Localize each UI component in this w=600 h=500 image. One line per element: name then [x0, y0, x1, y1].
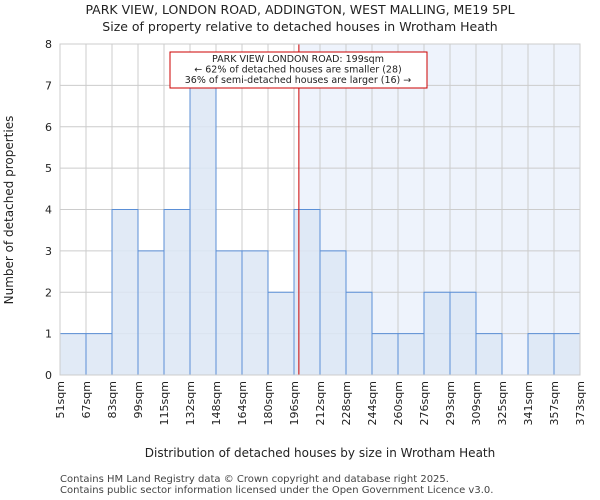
histogram-chart: PARK VIEW, LONDON ROAD, ADDINGTON, WEST …	[2, 2, 587, 460]
x-tick-label: 309sqm	[470, 381, 483, 425]
histogram-bar	[215, 250, 243, 376]
x-tick-label: 148sqm	[210, 381, 223, 425]
chart-subtitle: Size of property relative to detached ho…	[102, 19, 497, 34]
x-tick-label: 293sqm	[444, 381, 457, 425]
x-tick-label: 373sqm	[574, 381, 587, 425]
histogram-bar	[293, 209, 321, 376]
x-tick-label: 132sqm	[184, 381, 197, 425]
y-tick-label: 6	[45, 121, 52, 134]
plot-border	[59, 43, 581, 376]
histogram-bar	[449, 291, 477, 376]
chart-title: PARK VIEW, LONDON ROAD, ADDINGTON, WEST …	[85, 2, 514, 17]
histogram-bar	[111, 209, 139, 376]
annotation-box	[169, 51, 428, 89]
histogram-bar	[189, 84, 217, 376]
annotation-text: 36% of semi-detached houses are larger (…	[185, 75, 412, 86]
histogram-bar	[527, 333, 555, 376]
x-axis-label: Distribution of detached houses by size …	[145, 446, 495, 460]
x-tick-label: 228sqm	[340, 381, 353, 425]
x-tick-label: 67sqm	[80, 381, 93, 418]
histogram-bar	[423, 291, 451, 376]
annotation-text: PARK VIEW LONDON ROAD: 199sqm	[212, 54, 384, 65]
y-axis-label: Number of detached properties	[2, 116, 16, 305]
histogram-bar	[475, 333, 503, 376]
y-tick-label: 8	[45, 38, 52, 51]
histogram-bar	[553, 333, 581, 376]
histogram-bar	[85, 333, 113, 376]
histogram-bar	[371, 333, 399, 376]
x-tick-label: 83sqm	[106, 381, 119, 418]
x-tick-label: 115sqm	[158, 381, 171, 425]
y-tick-label: 3	[45, 245, 52, 258]
x-tick-label: 164sqm	[236, 381, 249, 425]
y-tick-label: 0	[45, 369, 52, 382]
histogram-bar	[59, 333, 87, 376]
histogram-bar	[163, 209, 191, 376]
x-tick-label: 244sqm	[366, 381, 379, 425]
footer-line-1: Contains HM Land Registry data © Crown c…	[60, 474, 449, 485]
histogram-bar	[319, 250, 347, 376]
histogram-bar	[397, 333, 425, 376]
x-tick-label: 51sqm	[54, 381, 67, 418]
x-tick-label: 260sqm	[392, 381, 405, 425]
x-tick-label: 276sqm	[418, 381, 431, 425]
x-tick-label: 212sqm	[314, 381, 327, 425]
y-tick-label: 2	[45, 286, 52, 299]
y-tick-label: 7	[45, 79, 52, 92]
x-tick-label: 99sqm	[132, 381, 145, 418]
histogram-bar	[241, 250, 269, 376]
annotation-text: ← 62% of detached houses are smaller (28…	[194, 65, 401, 76]
histogram-bar	[345, 291, 373, 376]
x-tick-label: 357sqm	[548, 381, 561, 425]
histogram-bar	[267, 291, 295, 376]
x-tick-label: 196sqm	[288, 381, 301, 425]
y-tick-label: 4	[45, 204, 52, 217]
y-tick-label: 5	[45, 162, 52, 175]
histogram-bar	[137, 250, 165, 376]
footer-line-2: Contains public sector information licen…	[60, 485, 494, 496]
y-tick-label: 1	[45, 328, 52, 341]
x-tick-label: 341sqm	[522, 381, 535, 425]
x-tick-label: 325sqm	[496, 381, 509, 425]
x-tick-label: 180sqm	[262, 381, 275, 425]
